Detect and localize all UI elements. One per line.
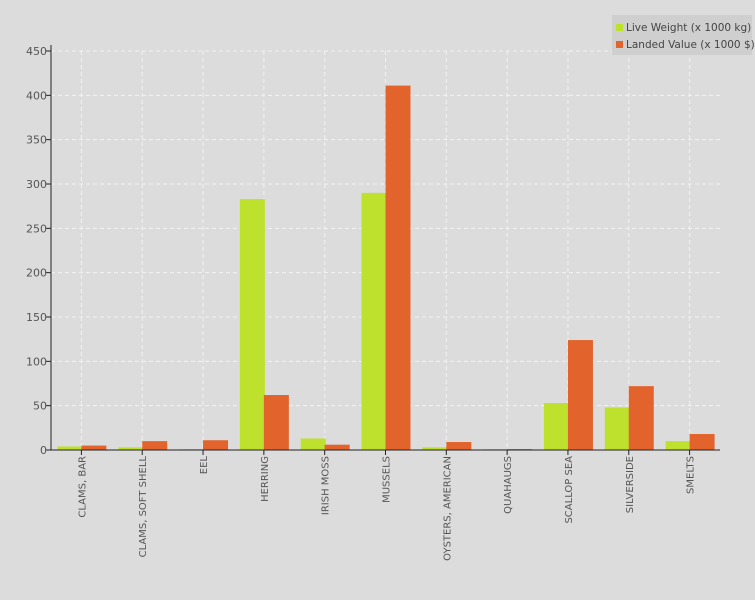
y-tick-label-0: 0 <box>40 444 47 457</box>
legend-item-live-weight: Live Weight (x 1000 kg) <box>616 19 752 36</box>
bar-series-1-cat-8 <box>567 340 593 450</box>
bar-series-0-cat-9 <box>604 407 630 450</box>
legend-item-landed-value: Landed Value (x 1000 $) <box>616 36 755 53</box>
bar-series-0-cat-3 <box>239 199 265 450</box>
y-tick-label-4: 200 <box>26 267 47 280</box>
bar-series-1-cat-6 <box>446 442 472 450</box>
x-tick-label-2: EEL <box>199 456 210 475</box>
bar-series-0-cat-4 <box>300 438 326 450</box>
y-tick-label-6: 300 <box>26 178 47 191</box>
bar-series-0-cat-10 <box>665 441 691 450</box>
legend-swatch-live-weight <box>616 24 623 31</box>
bar-series-0-cat-6 <box>422 447 448 450</box>
y-tick-label-3: 150 <box>26 311 47 324</box>
x-tick-label-6: OYSTERS, AMERICAN <box>442 456 453 561</box>
x-tick-label-10: SMELTS <box>686 456 697 494</box>
x-tick-label-5: MUSSELS <box>382 456 393 503</box>
x-tick-label-4: IRISH MOSS <box>321 456 332 515</box>
bar-series-1-cat-9 <box>628 386 654 450</box>
y-tick-label-1: 50 <box>33 400 47 413</box>
legend-swatch-landed-value <box>616 41 623 48</box>
y-tick-label-7: 350 <box>26 134 47 147</box>
x-tick-label-3: HERRING <box>260 456 271 502</box>
bar-series-1-cat-5 <box>385 85 411 450</box>
y-tick-label-5: 250 <box>26 222 47 235</box>
y-tick-label-2: 100 <box>26 355 47 368</box>
bar-series-1-cat-4 <box>324 444 350 450</box>
bar-series-1-cat-1 <box>142 441 168 450</box>
bar-series-1-cat-10 <box>689 434 715 450</box>
x-tick-label-7: QUAHAUGS <box>503 456 514 514</box>
x-tick-label-8: SCALLOP SEA <box>564 456 575 524</box>
bar-series-0-cat-5 <box>361 192 387 450</box>
bar-series-0-cat-0 <box>57 446 83 450</box>
bar-series-0-cat-8 <box>543 403 569 450</box>
y-tick-label-8: 400 <box>26 89 47 102</box>
x-tick-label-0: CLAMS, BAR <box>77 456 88 518</box>
bar-series-0-cat-1 <box>118 447 144 450</box>
x-tick-label-9: SILVERSIDE <box>625 456 636 513</box>
legend-label-live-weight: Live Weight (x 1000 kg) <box>626 21 752 34</box>
bar-series-1-cat-2 <box>203 440 229 450</box>
legend-label-landed-value: Landed Value (x 1000 $) <box>626 38 755 51</box>
legend: Live Weight (x 1000 kg) Landed Value (x … <box>612 15 755 55</box>
x-tick-label-1: CLAMS, SOFT SHELL <box>138 456 149 558</box>
bar-series-1-cat-0 <box>81 445 107 450</box>
bar-series-1-cat-3 <box>263 395 289 450</box>
y-tick-label-9: 450 <box>26 45 47 58</box>
